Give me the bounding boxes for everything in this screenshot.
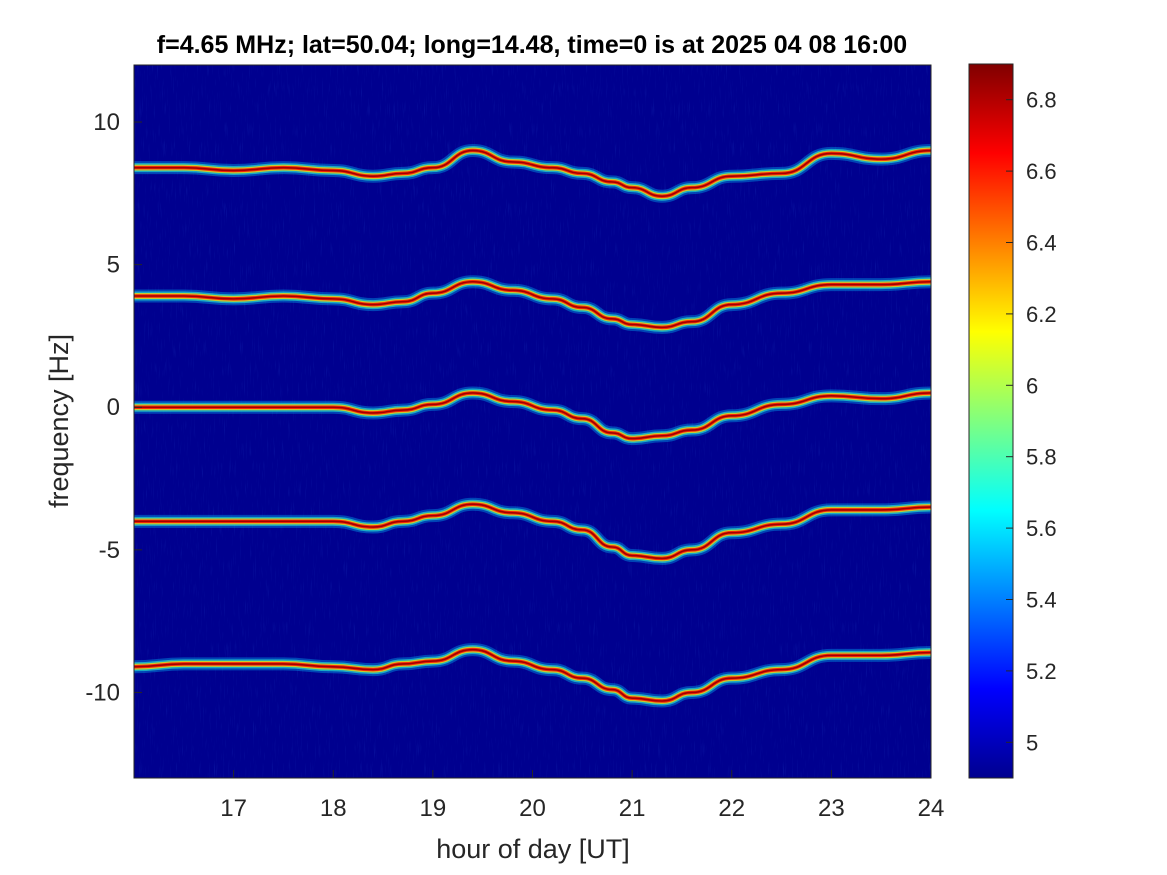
- plot-area: [133, 64, 932, 779]
- x-axis-ticks: 17 18 19 20 21 22 23 24: [220, 770, 944, 822]
- noise-speckle: [134, 65, 931, 778]
- chart-title: f=4.65 MHz; lat=50.04; long=14.48, time=…: [157, 31, 907, 59]
- y-axis-ticks: 10 5 0 -5 -10: [85, 109, 142, 706]
- y-tick-label: -10: [85, 679, 120, 706]
- colorbar-tick-label: 6.4: [1026, 231, 1057, 256]
- x-tick-label: 24: [918, 795, 945, 822]
- y-tick-label: -5: [99, 537, 120, 564]
- x-axis-label: hour of day [UT]: [436, 834, 630, 864]
- x-tick-label: 20: [519, 795, 546, 822]
- colorbar-gradient: [968, 63, 1014, 779]
- trace-mark: [134, 392, 931, 440]
- colorbar-tick-label: 5.6: [1026, 516, 1057, 541]
- y-tick-label: 10: [93, 109, 120, 136]
- y-axis-label: frequency [Hz]: [44, 334, 74, 508]
- colorbar-tick-label: 6.2: [1026, 302, 1057, 327]
- colorbar-tick-label: 6.6: [1026, 159, 1057, 184]
- x-tick-label: 21: [619, 795, 646, 822]
- trace-mark: [134, 648, 931, 702]
- colorbar-ticks: 6.8 6.6 6.4 6.2 6 5.8 5.6 5.4 5.2 5: [1006, 88, 1057, 755]
- spectral-traces: [134, 144, 931, 708]
- colorbar-tick-label: 6.8: [1026, 88, 1057, 113]
- x-tick-label: 17: [220, 795, 247, 822]
- y-tick-label: 5: [107, 252, 120, 279]
- x-tick-label: 22: [718, 795, 745, 822]
- trace-mark: [134, 280, 931, 329]
- colorbar: 6.8 6.6 6.4 6.2 6 5.8 5.6 5.4 5.2 5: [968, 63, 1057, 779]
- colorbar-tick-label: 5.2: [1026, 659, 1057, 684]
- y-tick-label: 0: [107, 394, 120, 421]
- colorbar-tick-label: 5: [1026, 730, 1038, 755]
- trace-mark: [134, 503, 931, 560]
- colorbar-tick-label: 5.4: [1026, 588, 1057, 613]
- x-tick-label: 19: [420, 795, 447, 822]
- colorbar-tick-label: 5.8: [1026, 445, 1057, 470]
- x-tick-label: 18: [320, 795, 347, 822]
- trace-mark: [134, 149, 931, 197]
- colorbar-tick-label: 6: [1026, 373, 1038, 398]
- x-tick-label: 23: [818, 795, 845, 822]
